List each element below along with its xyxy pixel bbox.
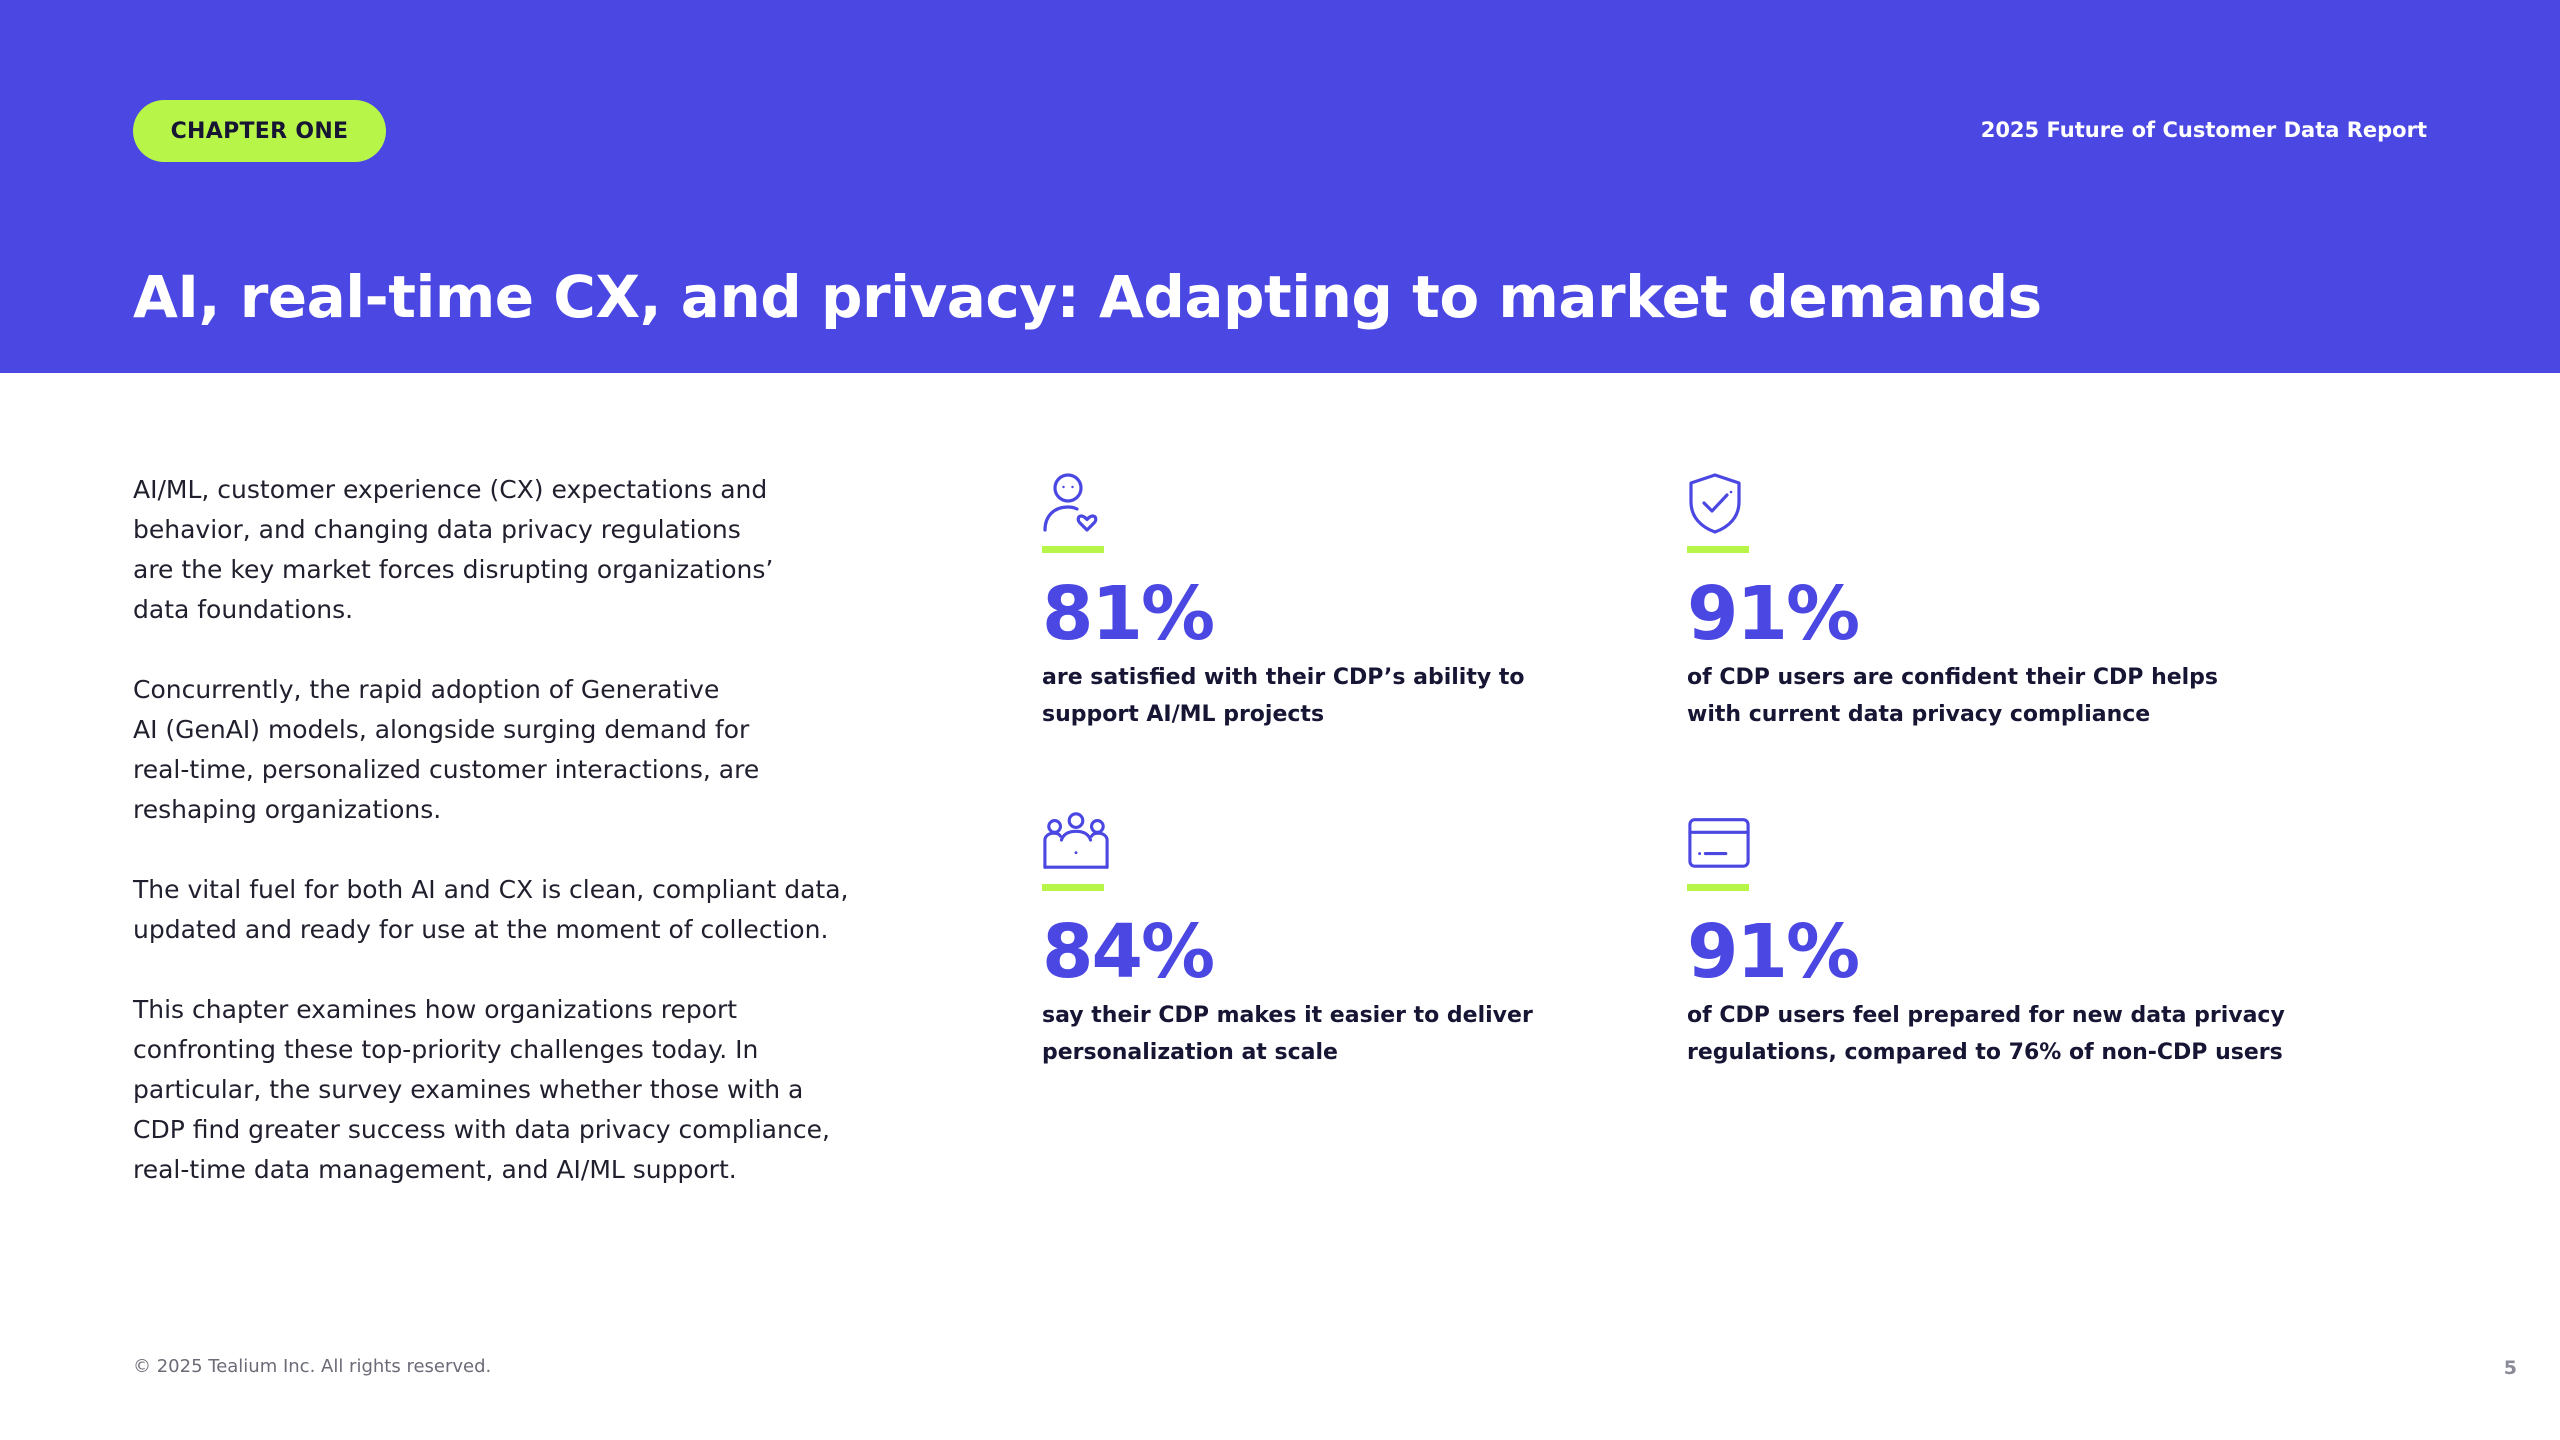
report-name: 2025 Future of Customer Data Report [1980, 118, 2427, 142]
stat-value: 81% [1042, 571, 1215, 657]
header-banner: CHAPTER ONE 2025 Future of Customer Data… [0, 0, 2560, 373]
stat-privacy-confidence: 91% of CDP users are confident their CDP… [1687, 472, 2327, 733]
stat-accent-rule [1042, 884, 1104, 891]
stat-value: 84% [1042, 909, 1215, 995]
chapter-badge: CHAPTER ONE [133, 100, 386, 162]
stat-caption: of CDP users feel prepared for new data … [1687, 1003, 2285, 1065]
stat-accent-rule [1687, 884, 1749, 891]
stat-caption: are satisfied with their CDP’s ability t… [1042, 665, 1525, 727]
stat-accent-rule [1687, 546, 1749, 553]
stat-privacy-preparedness: 91% of CDP users feel prepared for new d… [1687, 810, 2327, 1071]
page-title: AI, real-time CX, and privacy: Adapting … [133, 263, 2042, 331]
stat-accent-rule [1042, 546, 1104, 553]
intro-paragraph: The vital fuel for both AI and CX is cle… [133, 875, 849, 944]
intro-paragraph: This chapter examines how organizations … [133, 995, 830, 1184]
intro-paragraph: AI/ML, customer experience (CX) expectat… [133, 475, 774, 624]
stat-caption: of CDP users are confident their CDP hel… [1687, 665, 2219, 727]
person-heart-icon [1043, 473, 1098, 532]
stat-value: 91% [1687, 571, 1860, 657]
card-window-icon [1688, 818, 1750, 868]
intro-paragraph: Concurrently, the rapid adoption of Gene… [133, 675, 760, 824]
stat-ai-ml-satisfaction: 81% are satisfied with their CDP’s abili… [1042, 472, 1682, 733]
page-number: 5 [2503, 1357, 2517, 1379]
copyright-notice: © 2025 Tealium Inc. All rights reserved. [133, 1356, 492, 1377]
stat-value: 91% [1687, 909, 1860, 995]
shield-check-icon [1689, 473, 1741, 534]
stat-personalization: 84% say their CDP makes it easier to del… [1042, 810, 1682, 1071]
group-icon [1043, 812, 1109, 869]
intro-text: AI/ML, customer experience (CX) expectat… [133, 470, 903, 1230]
stat-caption: say their CDP makes it easier to deliver… [1042, 1003, 1533, 1065]
